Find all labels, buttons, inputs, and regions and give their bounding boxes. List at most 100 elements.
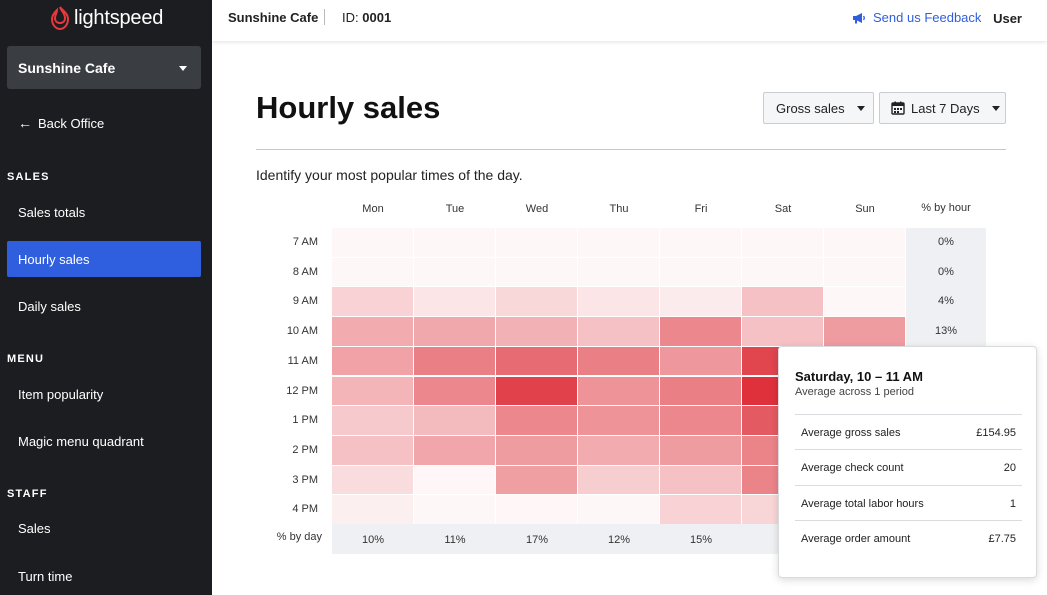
flame-icon	[50, 6, 70, 30]
heatmap-cell[interactable]	[578, 435, 659, 465]
feedback-label: Send us Feedback	[873, 10, 982, 25]
heatmap-cell[interactable]	[578, 376, 659, 406]
heatmap-cell[interactable]	[496, 465, 577, 495]
sidebar-item-hourly-sales[interactable]: Hourly sales	[7, 241, 201, 277]
calendar-icon	[891, 101, 905, 115]
heatmap-cell[interactable]	[332, 317, 413, 346]
heatmap-cell[interactable]	[496, 228, 577, 257]
heatmap-cell[interactable]	[496, 495, 577, 524]
pct-by-hour-value: 4%	[938, 295, 954, 308]
tooltip-row-value: 1	[1009, 497, 1016, 510]
heatmap-cell[interactable]	[660, 376, 741, 406]
heatmap-cell[interactable]	[742, 228, 823, 257]
heatmap-cell[interactable]	[824, 228, 905, 257]
heatmap-day-wed: Wed	[525, 203, 549, 215]
heatmap-cell[interactable]	[578, 287, 659, 317]
heatmap-cell[interactable]	[496, 317, 577, 346]
heatmap-cell[interactable]	[496, 258, 577, 287]
pct-by-day-value: 15%	[689, 534, 713, 546]
pct-by-day-value: 11%	[444, 534, 466, 546]
heatmap-cell[interactable]	[496, 287, 577, 317]
heatmap-cell[interactable]	[660, 406, 741, 435]
heatmap-cell[interactable]	[496, 346, 577, 376]
sidebar-item-turn-time[interactable]: Turn time	[18, 568, 73, 584]
heatmap-hour-4-pm: 4 PM	[292, 503, 318, 516]
tooltip-row-value: £154.95	[976, 426, 1016, 439]
heatmap-cell[interactable]	[660, 465, 741, 495]
heatmap-cell[interactable]	[332, 228, 413, 257]
heatmap-cell[interactable]	[414, 228, 495, 257]
heatmap-cell[interactable]	[414, 346, 495, 376]
tooltip-row: Average check count 20	[795, 449, 1022, 485]
sidebar: lightspeed Sunshine Cafe ← Back Office S…	[0, 0, 212, 595]
heatmap-cell[interactable]	[660, 317, 741, 346]
feedback-link[interactable]: Send us Feedback	[852, 10, 981, 25]
heatmap-hour-12-pm: 12 PM	[286, 384, 318, 397]
page-subtitle: Identify your most popular times of the …	[256, 167, 523, 183]
heatmap-cell[interactable]	[578, 317, 659, 346]
top-store-name: Sunshine Cafe	[228, 10, 319, 25]
pct-by-hour-column	[906, 228, 986, 347]
heatmap-cell[interactable]	[578, 495, 659, 524]
heatmap-cell[interactable]	[332, 406, 413, 435]
heatmap-cell[interactable]	[824, 317, 905, 346]
sidebar-item-item-popularity[interactable]: Item popularity	[18, 386, 104, 402]
heatmap-cell[interactable]	[332, 258, 413, 287]
heatmap-cell[interactable]	[660, 346, 741, 376]
chevron-down-icon	[991, 105, 1000, 111]
heatmap-cell[interactable]	[496, 406, 577, 435]
heatmap-hour-8-am: 8 AM	[292, 265, 318, 278]
heatmap-cell[interactable]	[660, 228, 741, 257]
back-office-link[interactable]: ← Back Office	[7, 105, 201, 141]
heatmap-cell[interactable]	[660, 435, 741, 465]
pct-by-day-value: 10%	[361, 534, 385, 546]
heatmap-cell[interactable]	[824, 287, 905, 316]
heatmap-cell[interactable]	[414, 317, 495, 346]
heatmap-cell[interactable]	[332, 346, 413, 376]
tooltip-row-label: Average check count	[801, 461, 904, 474]
heatmap-cell[interactable]	[332, 495, 413, 524]
metric-dropdown[interactable]: Gross sales	[763, 92, 874, 124]
heatmap-cell[interactable]	[742, 287, 823, 317]
sidebar-item-staff-sales[interactable]: Sales	[18, 520, 51, 536]
heatmap-cell[interactable]	[660, 258, 741, 287]
heatmap-cell[interactable]	[578, 258, 659, 287]
heatmap-cell[interactable]	[332, 435, 413, 465]
sidebar-item-sales-totals[interactable]: Sales totals	[18, 204, 86, 220]
tooltip-row: Average total labor hours 1	[795, 485, 1022, 521]
heatmap-cell[interactable]	[742, 317, 823, 346]
heatmap-cell[interactable]	[496, 376, 577, 406]
heatmap-cell[interactable]	[414, 376, 495, 406]
chevron-down-icon	[856, 105, 865, 111]
sidebar-item-daily-sales[interactable]: Daily sales	[18, 298, 81, 314]
heatmap-cell[interactable]	[578, 406, 659, 435]
heatmap-cell[interactable]	[660, 287, 741, 317]
pct-by-hour-value: 0%	[938, 236, 954, 248]
heatmap-cell[interactable]	[414, 258, 495, 287]
heatmap-day-sun: Sun	[855, 203, 875, 215]
lightspeed-logo[interactable]: lightspeed	[50, 5, 163, 31]
heatmap-cell[interactable]	[578, 228, 659, 257]
heatmap-day-thu: Thu	[609, 203, 629, 215]
heatmap-cell[interactable]	[332, 376, 413, 406]
user-menu[interactable]: User	[993, 11, 1022, 26]
heatmap-cell[interactable]	[742, 258, 823, 287]
heatmap-cell[interactable]	[414, 287, 495, 317]
nav-section-menu: MENU	[7, 353, 45, 365]
heatmap-cell[interactable]	[496, 435, 577, 465]
heatmap-cell[interactable]	[332, 465, 413, 495]
heatmap-cell[interactable]	[414, 465, 495, 495]
heatmap-cell[interactable]	[578, 346, 659, 376]
heatmap-cell[interactable]	[332, 287, 413, 317]
date-range-dropdown[interactable]: Last 7 Days	[879, 92, 1006, 124]
heatmap-cell[interactable]	[414, 435, 495, 465]
heatmap-cell[interactable]	[660, 495, 741, 524]
heatmap-day-mon: Mon	[362, 203, 384, 215]
heatmap-cell[interactable]	[578, 465, 659, 495]
store-select[interactable]: Sunshine Cafe	[7, 46, 201, 89]
sidebar-item-magic-menu-quadrant[interactable]: Magic menu quadrant	[18, 433, 144, 449]
page-title: Hourly sales	[256, 90, 441, 125]
heatmap-cell[interactable]	[414, 406, 495, 435]
heatmap-cell[interactable]	[824, 258, 905, 287]
heatmap-cell[interactable]	[414, 495, 495, 524]
